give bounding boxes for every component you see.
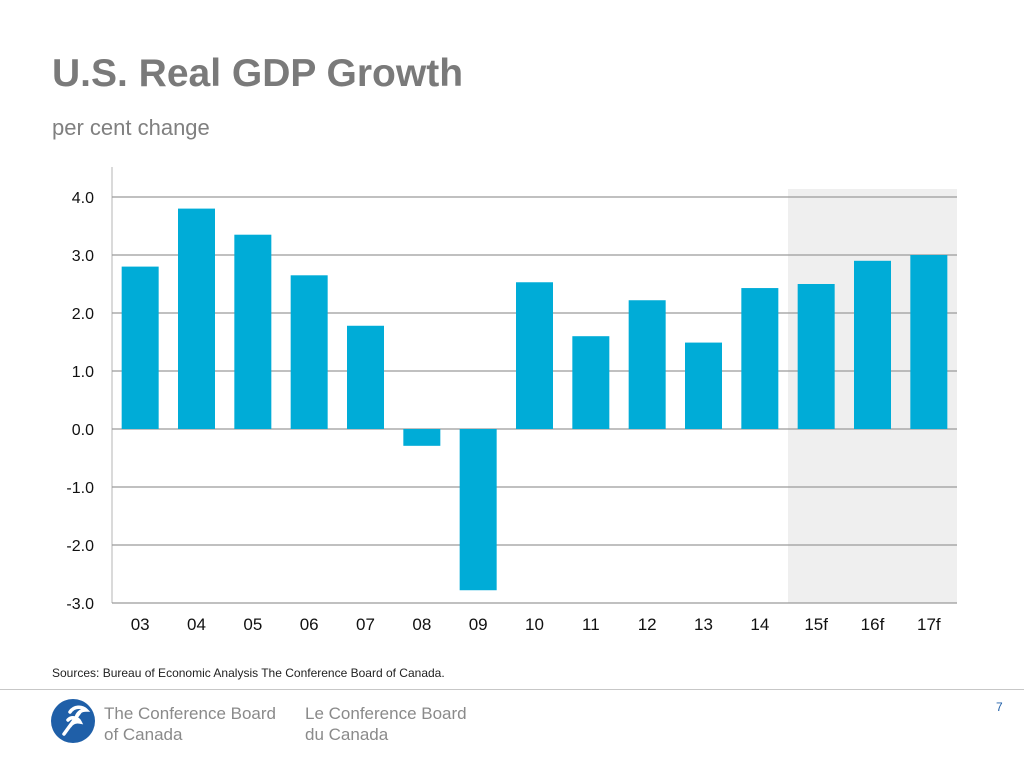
bar-08 xyxy=(403,429,441,446)
bar-09 xyxy=(459,429,497,591)
y-tick-label: -1.0 xyxy=(66,480,94,497)
x-tick-label: 14 xyxy=(750,615,769,634)
x-tick-label: 09 xyxy=(469,615,488,634)
x-tick-label: 10 xyxy=(525,615,544,634)
bar-12 xyxy=(628,300,666,429)
bar-10 xyxy=(516,282,553,429)
x-tick-label: 08 xyxy=(412,615,431,634)
bar-05 xyxy=(234,234,272,429)
x-tick-label: 07 xyxy=(356,615,375,634)
bar-07 xyxy=(347,325,384,429)
x-tick-label: 05 xyxy=(243,615,262,634)
tick-label-layer: 4.0 3.0 2.0 1.0 0.0 -1.0 -2.0 -3.0 03 04 05 06 07 08 0… xyxy=(66,190,941,634)
y-tick-label: 1.0 xyxy=(72,364,94,381)
x-tick-label: 16f xyxy=(861,615,885,634)
bar-06 xyxy=(290,275,328,429)
org-name-french: Le Conference Board du Canada xyxy=(305,703,467,745)
x-tick-label: 06 xyxy=(300,615,319,634)
y-tick-label: 2.0 xyxy=(72,306,94,323)
slide-title: U.S. Real GDP Growth xyxy=(52,52,464,95)
x-tick-label: 12 xyxy=(638,615,657,634)
conference-board-torch-icon xyxy=(51,699,95,743)
y-tick-label: 3.0 xyxy=(72,248,94,265)
bar-15f xyxy=(797,284,835,429)
footer-divider xyxy=(0,689,1024,690)
x-tick-label: 11 xyxy=(582,615,600,634)
org-name-english: The Conference Board of Canada xyxy=(104,703,276,745)
org-name-french-line1: Le Conference Board xyxy=(305,704,467,723)
y-tick-label: -3.0 xyxy=(66,596,94,613)
bar-04 xyxy=(178,208,215,429)
x-tick-label: 17f xyxy=(917,615,941,634)
slide-subtitle: per cent change xyxy=(52,115,210,140)
bar-14 xyxy=(741,288,779,429)
x-tick-label: 03 xyxy=(131,615,150,634)
bar-03 xyxy=(121,266,159,429)
x-tick-label: 13 xyxy=(694,615,713,634)
page-number: 7 xyxy=(996,700,1003,714)
bar-17f xyxy=(910,255,948,429)
bar-11 xyxy=(572,336,610,429)
gdp-bar-chart: 4.0 3.0 2.0 1.0 0.0 -1.0 -2.0 -3.0 03 04 05 06 07 08 0… xyxy=(66,167,957,634)
x-tick-label: 04 xyxy=(187,615,206,634)
y-tick-label: 4.0 xyxy=(72,190,94,207)
bar-layer xyxy=(121,208,948,591)
y-tick-label: -2.0 xyxy=(66,538,94,555)
x-tick-label: 15f xyxy=(804,615,828,634)
source-note: Sources: Bureau of Economic Analysis The… xyxy=(52,666,445,680)
org-name-french-line2: du Canada xyxy=(305,725,389,744)
bar-13 xyxy=(685,342,722,429)
org-name-english-line1: The Conference Board xyxy=(104,704,276,723)
y-tick-label: 0.0 xyxy=(72,422,94,439)
org-name-english-line2: of Canada xyxy=(104,725,183,744)
bar-16f xyxy=(854,260,891,429)
